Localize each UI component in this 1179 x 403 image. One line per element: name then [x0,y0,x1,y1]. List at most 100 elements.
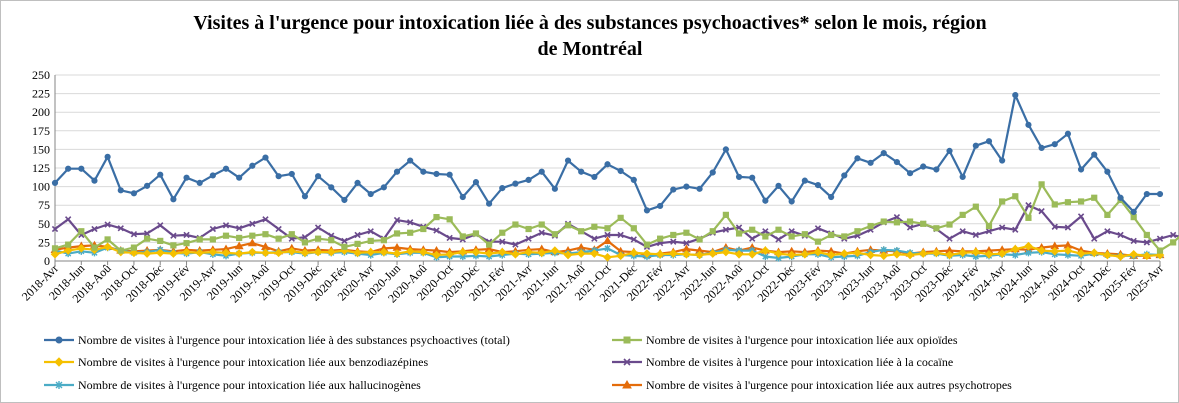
data-point [458,247,468,257]
data-point [143,235,151,242]
legend-item: Nombre de visites à l'urgence pour intox… [44,355,428,369]
data-point [222,232,230,239]
data-point [63,246,73,255]
data-point [537,248,547,258]
data-point [1010,244,1020,254]
data-point [1142,251,1152,261]
data-point [170,242,177,249]
y-tick-label: 50 [38,217,50,231]
data-point [813,247,823,257]
data-point [616,251,625,261]
data-point [155,248,165,258]
data-point [905,250,915,260]
data-point [157,171,164,178]
y-tick-label: 150 [32,142,50,156]
data-point [854,228,861,235]
data-point [1025,214,1032,221]
data-point [762,228,769,235]
data-point [91,225,98,233]
data-point [354,179,361,186]
data-point [722,226,730,233]
data-point [946,221,953,228]
data-point [1064,199,1072,206]
data-point [341,196,348,204]
data-point [407,229,414,236]
data-point [433,214,440,221]
data-point [104,236,111,243]
data-point [578,228,585,235]
data-point [1130,214,1137,221]
data-point [287,247,297,256]
data-point [1064,224,1072,231]
data-point [446,171,453,178]
data-point [1050,247,1060,256]
data-point [722,211,729,218]
data-point [117,225,124,232]
data-point [749,235,756,242]
data-point [630,236,637,243]
data-point [77,244,86,253]
data-point [867,222,874,230]
y-tick-label: 75 [38,198,50,212]
data-point [920,163,927,170]
legend-label: Nombre de visites à l'urgence pour intox… [646,378,1012,392]
data-point [328,237,335,244]
data-point [734,249,744,259]
data-point [459,233,466,240]
data-point [538,221,545,228]
data-point [958,248,967,258]
data-point [64,216,72,223]
data-point [762,233,769,240]
data-point [393,230,401,237]
data-point [814,225,822,232]
data-point [695,250,704,260]
data-point [221,248,231,258]
y-tick-label: 250 [32,68,50,82]
data-point [617,167,624,175]
data-point [775,236,782,243]
data-point [288,231,295,238]
data-point [222,222,230,229]
data-point [104,153,111,160]
data-point [236,234,243,242]
data-point [262,216,269,223]
data-point [209,172,216,179]
data-point [407,219,414,226]
data-point [867,159,874,166]
data-point [314,235,322,242]
data-point [1091,151,1098,158]
data-point [261,248,270,258]
legend-swatch-marker [55,336,63,344]
data-point [249,162,256,169]
data-point [735,230,743,237]
data-point [709,228,716,235]
data-point [1076,249,1086,258]
data-point [774,249,783,258]
data-point [222,165,230,172]
data-point [972,142,979,149]
data-point [117,247,124,254]
data-point [1104,228,1111,235]
data-point [747,249,757,259]
data-point [130,190,138,197]
data-point [630,176,637,184]
data-point [892,249,902,259]
data-point [749,174,756,181]
data-point [708,249,718,258]
data-point [538,229,545,236]
data-point [91,244,98,251]
data-point [1091,235,1098,242]
data-point [420,225,427,233]
data-point [800,249,810,259]
data-point [959,173,966,181]
data-point [407,157,414,164]
data-point [353,248,362,258]
data-point [525,176,532,184]
data-point [617,214,624,221]
y-tick-label: 25 [38,235,50,249]
data-point [65,241,72,248]
data-point [551,185,558,192]
data-point [604,231,611,239]
data-point [354,231,361,239]
